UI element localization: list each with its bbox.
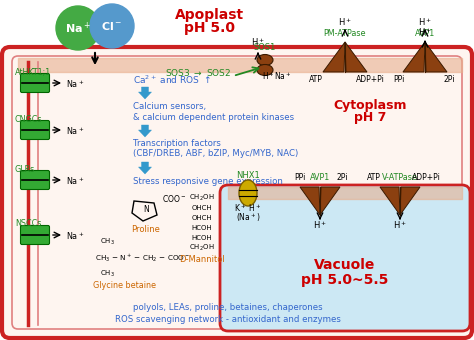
Text: 2Pi: 2Pi (336, 173, 348, 183)
Polygon shape (300, 187, 320, 215)
Text: ADP+Pi: ADP+Pi (411, 173, 440, 183)
Text: Apoplast: Apoplast (175, 8, 245, 22)
Polygon shape (380, 187, 400, 215)
Text: Vacuole: Vacuole (314, 258, 376, 272)
Text: Cytoplasm: Cytoplasm (333, 99, 407, 112)
FancyBboxPatch shape (20, 120, 49, 139)
Text: H$^+$: H$^+$ (418, 26, 432, 38)
Polygon shape (323, 42, 345, 72)
FancyArrow shape (138, 87, 152, 99)
Circle shape (56, 6, 100, 50)
Text: NHX1: NHX1 (236, 170, 260, 180)
Text: pH 7: pH 7 (354, 112, 386, 124)
Text: OHCH: OHCH (191, 215, 212, 221)
Text: N: N (143, 205, 149, 215)
Text: (CBF/DREB, ABF, bZIP, Myc/MYB, NAC): (CBF/DREB, ABF, bZIP, Myc/MYB, NAC) (133, 150, 298, 158)
Text: ATP: ATP (309, 75, 323, 85)
Text: GLRs: GLRs (15, 165, 35, 173)
Text: H$^+$: H$^+$ (313, 219, 327, 231)
Text: pH 5.0~5.5: pH 5.0~5.5 (301, 273, 389, 287)
Ellipse shape (239, 180, 257, 206)
Text: AVP1: AVP1 (310, 173, 330, 183)
Polygon shape (425, 42, 447, 72)
Polygon shape (403, 42, 425, 72)
Text: H$^+$: H$^+$ (262, 70, 274, 82)
Text: NSCCs: NSCCs (15, 220, 41, 228)
Text: AVP1: AVP1 (415, 30, 435, 38)
Text: SOS3 $\rightarrow$ SOS2: SOS3 $\rightarrow$ SOS2 (165, 68, 231, 79)
Text: ROS scavenging network - antioxidant and enzymes: ROS scavenging network - antioxidant and… (115, 316, 341, 324)
FancyBboxPatch shape (20, 225, 49, 244)
FancyBboxPatch shape (2, 47, 472, 338)
Text: Na$^+$: Na$^+$ (65, 20, 91, 36)
Text: K$^+$ H$^+$: K$^+$ H$^+$ (235, 202, 262, 214)
Text: OHCH: OHCH (191, 205, 212, 211)
Text: PPi: PPi (393, 75, 405, 85)
Text: H$^+$: H$^+$ (251, 36, 265, 48)
Text: Na$^+$: Na$^+$ (66, 78, 84, 90)
Text: polyols, LEAs, proline, betaines, chaperones: polyols, LEAs, proline, betaines, chaper… (133, 304, 323, 312)
Text: HCOH: HCOH (191, 235, 212, 241)
Text: PM-ATPase: PM-ATPase (324, 30, 366, 38)
Text: ATP: ATP (367, 173, 381, 183)
Text: Ca$^{2+}$ and ROS $\uparrow$: Ca$^{2+}$ and ROS $\uparrow$ (133, 74, 211, 86)
Text: ADP+Pi: ADP+Pi (356, 75, 384, 85)
Polygon shape (320, 187, 340, 215)
Text: H$^+$: H$^+$ (338, 16, 352, 28)
Text: Stress responsive gene expression: Stress responsive gene expression (133, 176, 283, 186)
Text: Glycine betaine: Glycine betaine (93, 282, 156, 290)
Polygon shape (400, 187, 420, 215)
Text: COO$^-$: COO$^-$ (162, 193, 186, 204)
Text: Na$^+$: Na$^+$ (66, 175, 84, 187)
Text: H$^+$: H$^+$ (393, 219, 407, 231)
Text: Cl$^-$: Cl$^-$ (101, 20, 123, 32)
Text: & calcium dependent protein kinases: & calcium dependent protein kinases (133, 113, 294, 121)
Text: Transcription factors: Transcription factors (133, 139, 221, 149)
Text: 2Pi: 2Pi (443, 75, 455, 85)
Text: H$^+$: H$^+$ (418, 16, 432, 28)
Text: CH$_2$OH: CH$_2$OH (189, 193, 215, 203)
FancyBboxPatch shape (220, 185, 470, 331)
Ellipse shape (257, 54, 273, 66)
Text: CH$_2$OH: CH$_2$OH (189, 243, 215, 253)
Text: Na$^+$: Na$^+$ (66, 230, 84, 242)
Text: HCOH: HCOH (191, 225, 212, 231)
Polygon shape (345, 42, 367, 72)
FancyBboxPatch shape (20, 170, 49, 189)
Ellipse shape (257, 65, 273, 75)
FancyBboxPatch shape (20, 73, 49, 92)
Text: Proline: Proline (132, 224, 160, 234)
Text: D-Mannitol: D-Mannitol (179, 255, 225, 265)
Text: (Na$^+$): (Na$^+$) (236, 211, 260, 224)
FancyArrow shape (138, 162, 152, 174)
Text: Calcium sensors,: Calcium sensors, (133, 102, 206, 112)
Text: V-ATPase: V-ATPase (382, 173, 418, 183)
Text: CH$_3$: CH$_3$ (100, 269, 114, 279)
Text: Na$^+$: Na$^+$ (66, 125, 84, 137)
Text: AtHKT1;1: AtHKT1;1 (15, 68, 51, 76)
Text: pH 5.0: pH 5.0 (184, 21, 236, 35)
FancyArrow shape (138, 125, 152, 137)
Text: CH$_3$ $-$ N$^+$ $-$ CH$_2$ $-$ COO$^-$: CH$_3$ $-$ N$^+$ $-$ CH$_2$ $-$ COO$^-$ (95, 252, 190, 264)
Text: CNGCs: CNGCs (15, 115, 43, 123)
Text: SOS1: SOS1 (254, 42, 276, 51)
Circle shape (90, 4, 134, 48)
Text: PPi: PPi (294, 173, 306, 183)
Text: CH$_3$: CH$_3$ (100, 237, 114, 247)
Text: Na$^+$: Na$^+$ (274, 70, 292, 82)
